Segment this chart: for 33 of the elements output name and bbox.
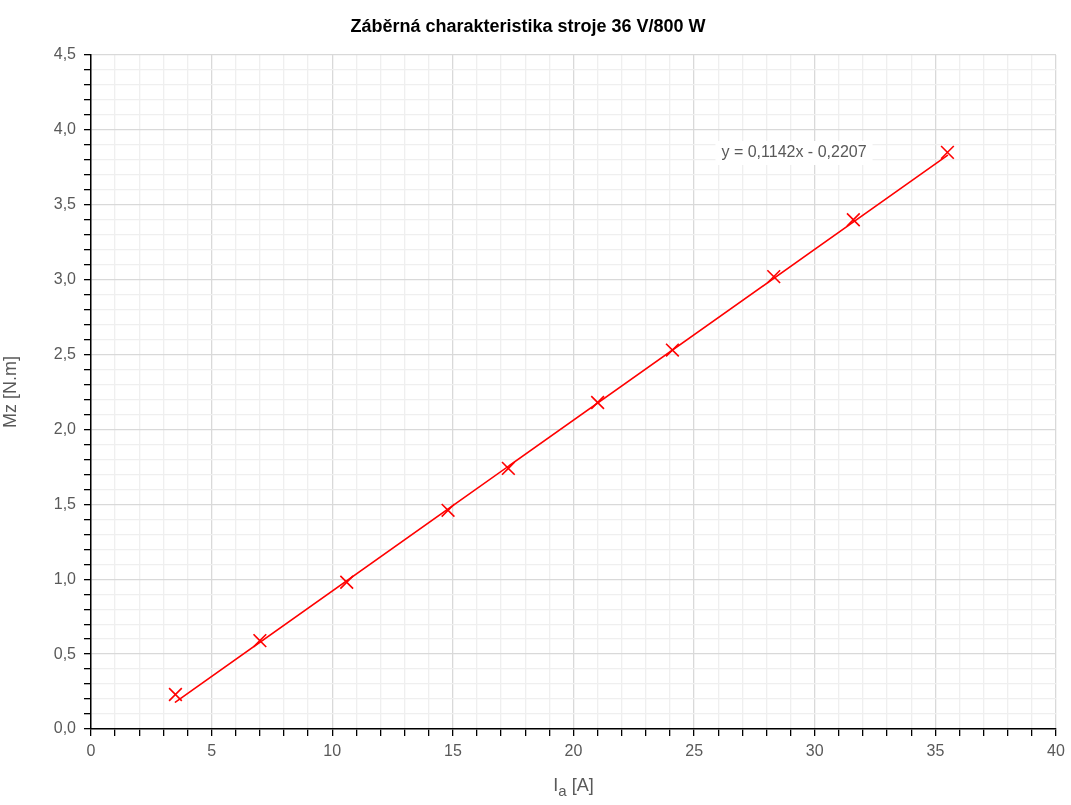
chart-title: Záběrná charakteristika stroje 36 V/800 W — [350, 15, 706, 36]
x-tick-label: 25 — [685, 742, 704, 760]
annotation: y = 0,1142x - 0,2207 — [721, 143, 867, 161]
x-tick-label: 20 — [564, 742, 583, 760]
point — [846, 212, 861, 227]
y-tick-label: 3,0 — [53, 270, 77, 288]
x-tick-label: 30 — [805, 742, 824, 760]
x-tick-label: 35 — [926, 742, 945, 760]
point — [766, 269, 781, 284]
point — [168, 687, 183, 702]
point — [590, 395, 605, 410]
point — [501, 461, 516, 476]
y-tick-label: 4,5 — [53, 45, 77, 63]
x-tick-label: 0 — [86, 742, 96, 760]
y-tick-label: 1,0 — [53, 569, 77, 587]
y-tick-label: 2,0 — [53, 419, 77, 437]
x-tick-label: 5 — [207, 742, 217, 760]
y-axis-title: Mz [N.m] — [0, 356, 20, 428]
y-tick-label: 2,5 — [53, 344, 77, 362]
x-tick-label: 15 — [443, 742, 462, 760]
point — [440, 503, 456, 518]
point — [940, 145, 955, 160]
x-axis-title: I$_{a}$ [A] — [553, 774, 594, 801]
y-tick-label: 0,5 — [53, 644, 77, 662]
y-tick-label: 4,0 — [53, 120, 77, 138]
point — [665, 342, 680, 358]
point — [252, 633, 268, 648]
x-tick-label: 10 — [323, 742, 342, 760]
y-tick-label: 0,0 — [53, 719, 77, 737]
y-tick-label: 1,5 — [53, 494, 77, 512]
x-tick-label: 40 — [1047, 742, 1065, 760]
point — [339, 575, 354, 590]
y-tick-label: 3,5 — [53, 195, 77, 213]
